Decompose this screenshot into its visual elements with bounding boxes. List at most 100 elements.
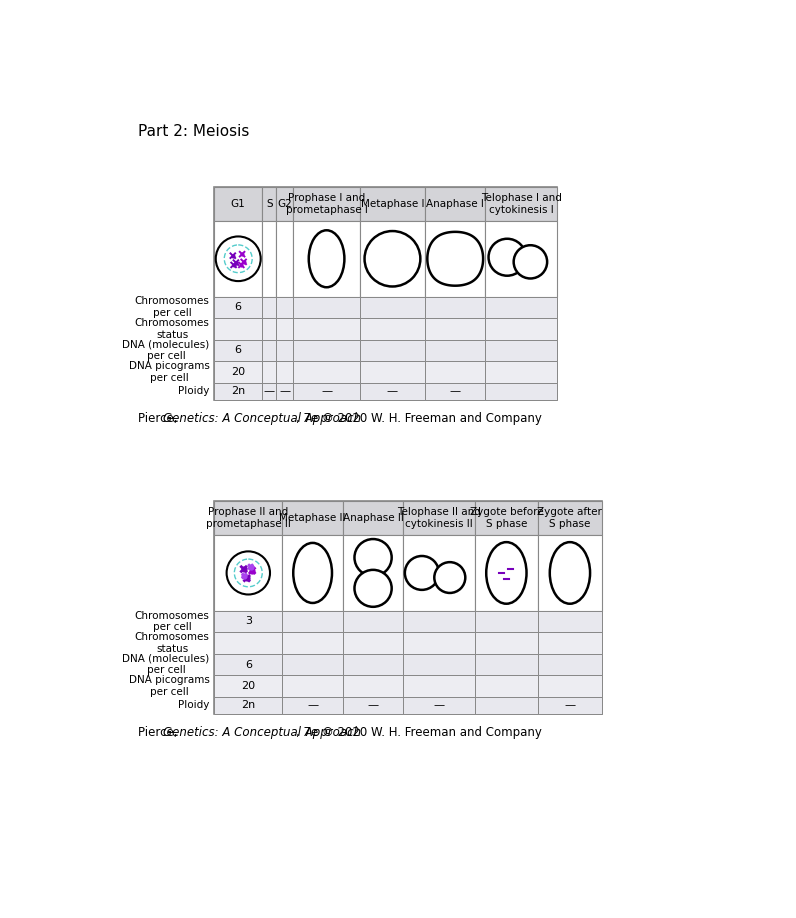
Bar bbox=[404, 535, 474, 610]
Bar bbox=[486, 361, 556, 383]
Bar bbox=[262, 297, 276, 318]
Bar bbox=[538, 501, 602, 535]
Bar bbox=[214, 501, 283, 535]
Bar bbox=[262, 318, 276, 340]
Bar bbox=[425, 361, 486, 383]
Bar bbox=[404, 610, 474, 633]
Text: Chromosomes
per cell: Chromosomes per cell bbox=[135, 297, 209, 318]
Ellipse shape bbox=[309, 230, 345, 287]
Bar bbox=[262, 383, 276, 399]
Bar bbox=[283, 676, 343, 697]
Bar bbox=[404, 501, 474, 535]
Bar bbox=[293, 361, 360, 383]
Text: Metaphase I: Metaphase I bbox=[361, 199, 424, 209]
Text: DNA (molecules)
per cell: DNA (molecules) per cell bbox=[123, 654, 209, 676]
Text: Metaphase II: Metaphase II bbox=[279, 513, 346, 523]
Text: Chromosomes
status: Chromosomes status bbox=[135, 318, 209, 340]
Bar bbox=[262, 187, 276, 221]
Bar bbox=[360, 318, 425, 340]
Bar bbox=[538, 676, 602, 697]
Bar bbox=[276, 361, 293, 383]
Bar bbox=[425, 297, 486, 318]
Bar bbox=[214, 697, 283, 714]
Circle shape bbox=[354, 539, 392, 576]
Bar bbox=[343, 633, 404, 654]
Text: Telophase I and
cytokinesis I: Telophase I and cytokinesis I bbox=[481, 194, 561, 215]
Bar bbox=[486, 340, 556, 361]
Bar bbox=[486, 318, 556, 340]
Text: , 7e © 2020 W. H. Freeman and Company: , 7e © 2020 W. H. Freeman and Company bbox=[296, 412, 542, 425]
Bar bbox=[486, 297, 556, 318]
Text: Chromosomes
per cell: Chromosomes per cell bbox=[135, 610, 209, 633]
Bar bbox=[360, 361, 425, 383]
Bar bbox=[474, 676, 538, 697]
Text: —: — bbox=[307, 700, 318, 711]
Text: —: — bbox=[321, 386, 332, 397]
Bar bbox=[343, 535, 404, 610]
Circle shape bbox=[435, 562, 466, 593]
Bar bbox=[214, 340, 262, 361]
Bar bbox=[262, 221, 276, 297]
Text: —: — bbox=[564, 700, 576, 711]
Text: Pierce,: Pierce, bbox=[139, 412, 181, 425]
Bar bbox=[343, 676, 404, 697]
Circle shape bbox=[227, 552, 270, 595]
Bar bbox=[276, 383, 293, 399]
Text: Prophase II and
prometaphase II: Prophase II and prometaphase II bbox=[206, 508, 291, 529]
Bar bbox=[360, 297, 425, 318]
Bar bbox=[343, 654, 404, 676]
Bar bbox=[538, 633, 602, 654]
Bar bbox=[214, 610, 283, 633]
Bar bbox=[538, 654, 602, 676]
Text: 2n: 2n bbox=[241, 700, 256, 711]
Bar bbox=[293, 340, 360, 361]
Ellipse shape bbox=[293, 543, 332, 603]
Text: Ploidy: Ploidy bbox=[178, 700, 209, 711]
Text: Prophase I and
prometaphase I: Prophase I and prometaphase I bbox=[286, 194, 368, 215]
Bar bbox=[474, 654, 538, 676]
Bar bbox=[425, 187, 486, 221]
Bar bbox=[343, 610, 404, 633]
Text: Genetics: A Conceptual Approach: Genetics: A Conceptual Approach bbox=[163, 412, 361, 425]
Text: 6: 6 bbox=[235, 345, 242, 355]
Text: Zygote before
S phase: Zygote before S phase bbox=[470, 508, 543, 529]
Bar bbox=[474, 697, 538, 714]
Text: 6: 6 bbox=[245, 659, 252, 669]
Bar bbox=[486, 221, 556, 297]
Bar bbox=[360, 187, 425, 221]
Bar bbox=[404, 676, 474, 697]
Ellipse shape bbox=[550, 543, 590, 604]
Bar bbox=[538, 697, 602, 714]
Bar bbox=[214, 187, 556, 399]
Bar bbox=[293, 318, 360, 340]
Text: DNA picograms
per cell: DNA picograms per cell bbox=[129, 361, 209, 383]
Bar bbox=[343, 697, 404, 714]
Text: —: — bbox=[263, 386, 275, 397]
Bar bbox=[404, 697, 474, 714]
Text: —: — bbox=[279, 386, 291, 397]
Bar bbox=[404, 654, 474, 676]
Bar bbox=[293, 187, 360, 221]
Circle shape bbox=[365, 231, 420, 286]
Bar bbox=[214, 535, 283, 610]
Bar bbox=[214, 187, 262, 221]
Bar bbox=[360, 221, 425, 297]
Bar bbox=[283, 697, 343, 714]
Text: , 7e © 2020 W. H. Freeman and Company: , 7e © 2020 W. H. Freeman and Company bbox=[296, 726, 542, 739]
Bar bbox=[360, 340, 425, 361]
Bar bbox=[276, 221, 293, 297]
Bar bbox=[214, 318, 262, 340]
Bar bbox=[214, 221, 262, 297]
Circle shape bbox=[513, 245, 547, 278]
Ellipse shape bbox=[486, 543, 526, 604]
Bar bbox=[276, 297, 293, 318]
Bar bbox=[262, 340, 276, 361]
Bar bbox=[474, 535, 538, 610]
Bar bbox=[276, 318, 293, 340]
Bar bbox=[486, 187, 556, 221]
Circle shape bbox=[405, 556, 439, 590]
Bar bbox=[425, 340, 486, 361]
Bar bbox=[293, 221, 360, 297]
Text: DNA (molecules)
per cell: DNA (molecules) per cell bbox=[123, 340, 209, 361]
Text: DNA picograms
per cell: DNA picograms per cell bbox=[129, 676, 209, 697]
